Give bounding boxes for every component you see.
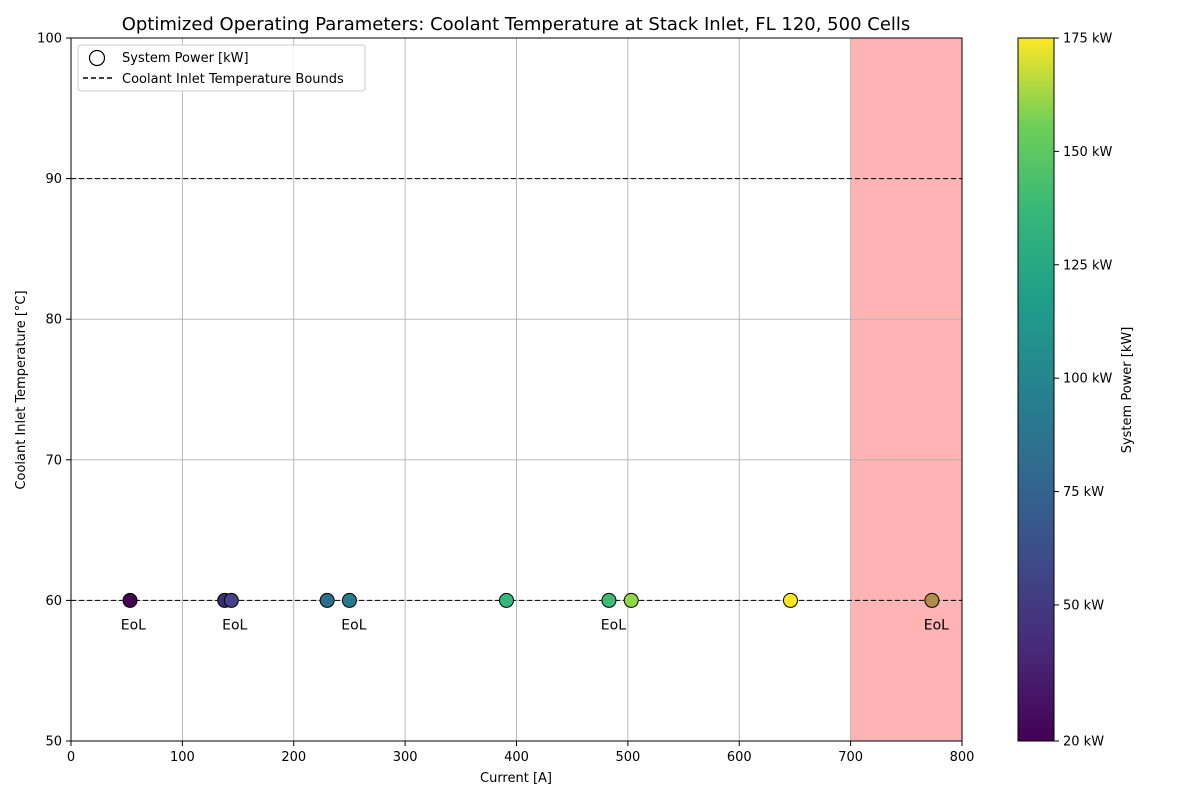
colorbar-tick-label: 20 kW — [1063, 735, 1104, 750]
legend-entry-temperature-bounds: Coolant Inlet Temperature Bounds — [122, 72, 344, 87]
x-tick-label: 300 — [393, 750, 418, 765]
colorbar-tick-label: 75 kW — [1063, 485, 1104, 500]
legend-box — [77, 44, 366, 92]
data-point — [623, 592, 639, 608]
legend-entry-system-power: System Power [kW] — [122, 51, 249, 66]
y-axis-label: Coolant Inlet Temperature [°C] — [14, 290, 29, 489]
y-tick-label: 70 — [45, 453, 62, 468]
eol-annotation: EoL — [222, 617, 247, 633]
chart-title: Optimized Operating Parameters: Coolant … — [122, 14, 911, 35]
x-tick-label: 400 — [504, 750, 529, 765]
y-tick-label: 50 — [45, 735, 62, 750]
x-tick-label: 700 — [838, 750, 863, 765]
y-tick-label: 60 — [45, 594, 62, 609]
colorbar-tick-label: 150 kW — [1063, 145, 1112, 160]
eol-annotation: EoL — [924, 617, 949, 633]
colorbar-ticks: 20 kW 50 kW 75 kW 100 kW 125 kW 150 kW 175 kW — [1054, 32, 1112, 750]
eol-annotation: EoL — [601, 617, 626, 633]
x-axis-label: Current [A] — [480, 771, 552, 786]
colorbar-tick-label: 100 kW — [1063, 372, 1112, 387]
colorbar-tick-label: 175 kW — [1063, 32, 1112, 47]
x-tick-label: 100 — [170, 750, 195, 765]
infeasible-region — [850, 38, 962, 741]
x-tick-label: 600 — [727, 750, 752, 765]
legend-marker-circle-icon — [88, 49, 106, 67]
eol-annotation: EoL — [341, 617, 366, 633]
x-tick-label: 800 — [950, 750, 975, 765]
y-tick-label: 100 — [37, 32, 62, 47]
data-point — [601, 592, 617, 608]
eol-annotation: EoL — [121, 617, 146, 633]
legend: System Power [kW] Coolant Inlet Temperat… — [77, 44, 366, 92]
data-point — [122, 592, 138, 608]
data-point — [782, 592, 798, 608]
data-point — [319, 592, 335, 608]
data-point — [223, 592, 239, 608]
colorbar-tick-label: 125 kW — [1063, 258, 1112, 273]
plot-area: 0 100 200 300 400 500 600 700 800 50 60 70 80 90 100 Eo… — [37, 32, 974, 766]
x-tick-label: 500 — [615, 750, 640, 765]
data-point — [924, 592, 940, 608]
x-tick-label: 200 — [281, 750, 306, 765]
data-point — [341, 592, 357, 608]
x-tick-label: 0 — [67, 750, 75, 765]
y-tick-label: 90 — [45, 172, 62, 187]
data-point — [498, 592, 514, 608]
colorbar-tick-label: 50 kW — [1063, 598, 1104, 613]
colorbar-label: System Power [kW] — [1120, 327, 1135, 454]
colorbar — [1017, 37, 1055, 742]
y-tick-label: 80 — [45, 313, 62, 328]
